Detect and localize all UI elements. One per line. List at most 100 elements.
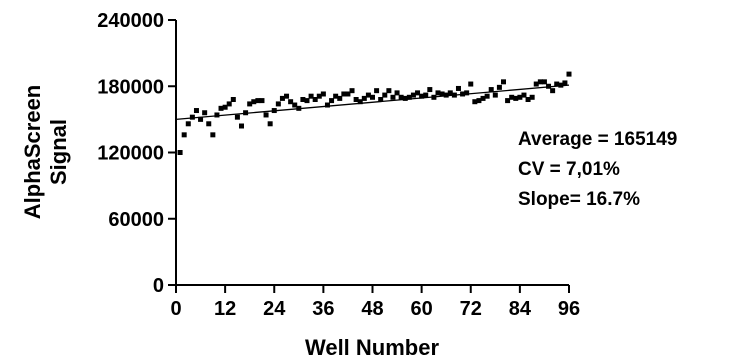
data-point — [288, 99, 294, 105]
data-point — [189, 114, 195, 120]
data-point — [239, 123, 244, 129]
data-point — [566, 71, 572, 77]
data-point — [349, 88, 355, 94]
data-point — [513, 95, 519, 101]
data-point — [316, 93, 322, 99]
data-point — [443, 92, 449, 98]
data-point — [337, 95, 343, 101]
annotation-average: Average = 165149 — [518, 129, 677, 150]
data-point — [341, 91, 347, 97]
data-point — [275, 101, 281, 107]
data-point — [464, 90, 470, 96]
x-tick-label: 84 — [509, 298, 532, 320]
axes — [175, 20, 569, 286]
y-axis-title-line-2: Signal — [46, 119, 71, 185]
data-point — [259, 98, 265, 104]
data-point — [226, 101, 232, 107]
data-point — [472, 99, 478, 105]
data-point — [435, 90, 441, 96]
data-point — [267, 121, 273, 127]
data-point — [353, 97, 359, 102]
data-point — [300, 97, 306, 102]
data-point — [390, 94, 396, 100]
data-point — [468, 81, 474, 87]
data-point — [439, 91, 445, 97]
data-point — [517, 94, 523, 100]
data-point — [492, 92, 498, 98]
data-point — [550, 88, 556, 94]
x-tick-label: 0 — [170, 298, 181, 320]
data-point — [333, 93, 339, 99]
data-point — [415, 90, 421, 96]
data-point — [521, 92, 527, 98]
data-point — [554, 81, 560, 87]
data-point — [210, 132, 216, 138]
data-point — [398, 94, 404, 100]
x-tick-label: 48 — [361, 298, 383, 320]
data-point — [251, 99, 257, 105]
data-point — [562, 80, 568, 86]
x-tick-label: 72 — [460, 298, 482, 320]
y-axis-title-line-1: AlphaScreen — [20, 85, 45, 220]
data-point — [484, 93, 490, 99]
data-point — [378, 97, 384, 102]
data-point — [558, 82, 564, 88]
data-point — [386, 88, 392, 94]
data-point — [255, 98, 261, 104]
y-tick-label: 180000 — [97, 76, 164, 98]
data-point — [546, 83, 552, 89]
data-point — [496, 84, 502, 90]
data-point — [320, 91, 326, 97]
y-axis-title: AlphaScreen Signal — [20, 85, 71, 220]
data-point — [234, 114, 240, 120]
data-point — [308, 93, 314, 99]
y-tick-label: 240000 — [97, 10, 164, 32]
data-point — [202, 110, 208, 116]
data-point — [476, 98, 482, 104]
data-point — [324, 102, 330, 108]
data-point — [193, 108, 199, 114]
trendline-group — [175, 84, 570, 121]
data-points — [177, 71, 572, 155]
data-point — [509, 94, 515, 100]
data-point — [284, 93, 290, 99]
y-tick-label: 60000 — [108, 209, 164, 231]
x-tick-label: 24 — [263, 298, 286, 320]
data-point — [525, 97, 531, 102]
x-tick-label: 12 — [214, 298, 236, 320]
data-point — [181, 132, 187, 138]
data-point — [329, 98, 335, 104]
data-point — [279, 95, 285, 101]
x-axis-title: Well Number — [305, 335, 440, 360]
data-point — [419, 93, 425, 99]
y-tick-label: 0 — [153, 275, 164, 297]
data-point — [222, 104, 228, 110]
data-point — [410, 92, 416, 98]
data-point — [533, 81, 539, 87]
data-point — [214, 112, 220, 118]
x-tick-label: 36 — [312, 298, 334, 320]
data-point — [185, 121, 191, 127]
data-point — [292, 102, 298, 108]
data-point — [406, 94, 412, 100]
data-point — [357, 99, 363, 105]
data-point — [537, 79, 543, 85]
data-point — [501, 79, 506, 85]
annotation-cv: CV = 7,01% — [518, 159, 620, 180]
data-point — [480, 95, 486, 101]
data-point — [345, 91, 351, 97]
data-point — [541, 79, 547, 85]
data-point — [218, 105, 224, 111]
data-point — [402, 95, 408, 101]
data-point — [394, 90, 400, 96]
data-point — [374, 88, 380, 94]
trendline — [175, 84, 570, 121]
data-point — [455, 85, 461, 91]
data-point — [312, 97, 318, 102]
data-point — [447, 90, 453, 96]
x-ticks: 0 12 24 36 48 60 72 84 96 — [170, 285, 580, 320]
data-point — [427, 87, 433, 93]
stats-annotation: Average = 165149 CV = 7,01% Slope= 16.7% — [518, 129, 677, 210]
